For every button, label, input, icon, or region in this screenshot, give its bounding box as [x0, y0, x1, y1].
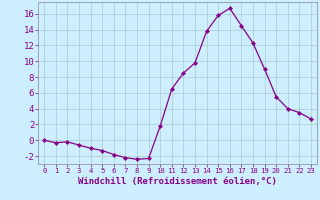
X-axis label: Windchill (Refroidissement éolien,°C): Windchill (Refroidissement éolien,°C) [78, 177, 277, 186]
